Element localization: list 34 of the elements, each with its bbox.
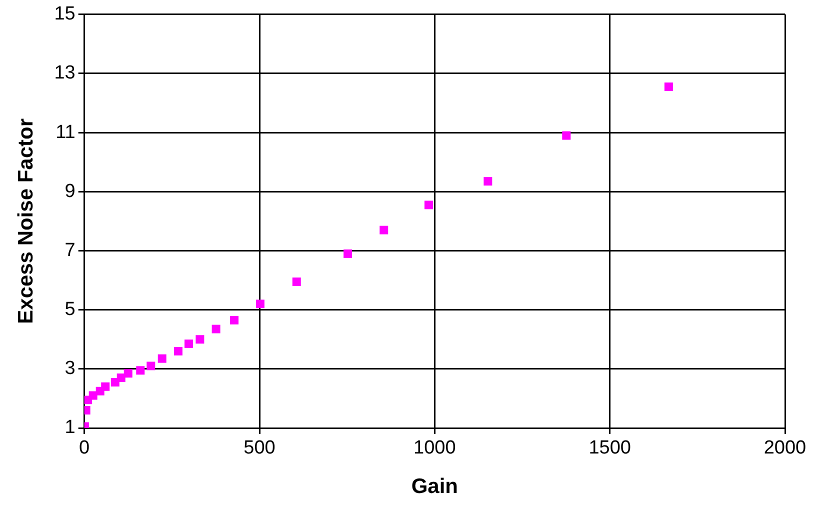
point	[101, 382, 110, 391]
y-tick-label: 9	[64, 180, 76, 202]
y-tick-label: 1	[64, 417, 76, 438]
point	[124, 369, 132, 378]
point	[230, 316, 239, 324]
point	[184, 340, 193, 348]
y-tick-label: 5	[64, 299, 76, 320]
point	[484, 177, 492, 186]
x-tick-label: 1000	[414, 438, 456, 459]
y-tick-label: 11	[56, 122, 76, 143]
y-axis-title: Excess Noise Factor	[14, 118, 38, 324]
point	[158, 354, 166, 363]
point	[344, 249, 352, 258]
x-axis-title: Gain	[411, 475, 458, 498]
point	[562, 131, 571, 140]
y-tick-label: 13	[54, 62, 76, 84]
y-tick-label: 7	[64, 240, 76, 261]
point	[292, 278, 301, 286]
y-tick-label: 15	[54, 4, 76, 25]
point	[174, 346, 182, 356]
point	[136, 366, 145, 375]
point	[212, 324, 220, 334]
point	[256, 300, 264, 308]
x-tick-label: 0	[79, 438, 90, 459]
point	[424, 200, 433, 210]
point	[196, 335, 204, 344]
x-tick-label: 2000	[764, 438, 806, 459]
point	[664, 82, 673, 92]
point	[146, 362, 156, 370]
x-tick-label: 1500	[588, 438, 631, 459]
point	[116, 374, 126, 382]
x-tick-label: 500	[244, 438, 276, 459]
y-tick-label: 3	[64, 358, 76, 380]
point	[380, 226, 388, 234]
